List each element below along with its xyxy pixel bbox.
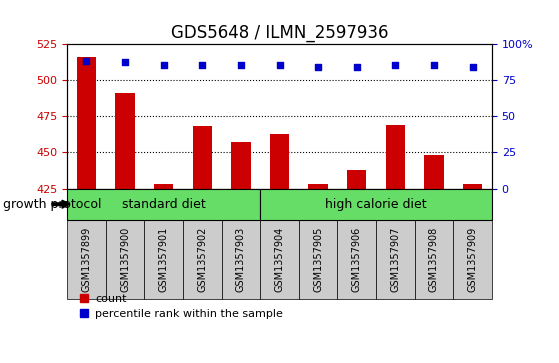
Bar <box>231 142 250 189</box>
Bar <box>270 134 289 189</box>
Point <box>275 62 284 68</box>
Bar <box>193 126 212 189</box>
Text: GSM1357901: GSM1357901 <box>159 227 169 292</box>
Title: GDS5648 / ILMN_2597936: GDS5648 / ILMN_2597936 <box>170 24 389 42</box>
Bar <box>77 57 96 189</box>
Point <box>82 58 91 64</box>
Text: GSM1357902: GSM1357902 <box>197 227 207 292</box>
Point <box>159 62 168 68</box>
Point <box>391 62 400 68</box>
Text: GSM1357909: GSM1357909 <box>468 227 477 292</box>
Bar <box>424 155 444 189</box>
Point <box>314 64 323 70</box>
Legend: count, percentile rank within the sample: count, percentile rank within the sample <box>78 294 283 319</box>
Point <box>429 62 438 68</box>
Text: growth protocol: growth protocol <box>3 198 101 211</box>
Text: GSM1357904: GSM1357904 <box>274 227 285 292</box>
Text: GSM1357903: GSM1357903 <box>236 227 246 292</box>
Bar <box>154 184 173 189</box>
Bar <box>115 93 135 189</box>
Text: GSM1357906: GSM1357906 <box>352 227 362 292</box>
Bar <box>386 125 405 189</box>
Text: GSM1357899: GSM1357899 <box>82 227 91 292</box>
Text: standard diet: standard diet <box>122 198 206 211</box>
Text: high calorie diet: high calorie diet <box>325 198 427 211</box>
Point <box>198 62 207 68</box>
Point <box>468 64 477 70</box>
Text: GSM1357900: GSM1357900 <box>120 227 130 292</box>
Point <box>121 60 130 65</box>
Point <box>352 64 361 70</box>
Text: GSM1357908: GSM1357908 <box>429 227 439 292</box>
Text: GSM1357907: GSM1357907 <box>390 227 400 292</box>
Bar <box>309 184 328 189</box>
Bar <box>347 170 366 189</box>
Point <box>236 62 245 68</box>
Bar <box>463 184 482 189</box>
Text: GSM1357905: GSM1357905 <box>313 227 323 292</box>
